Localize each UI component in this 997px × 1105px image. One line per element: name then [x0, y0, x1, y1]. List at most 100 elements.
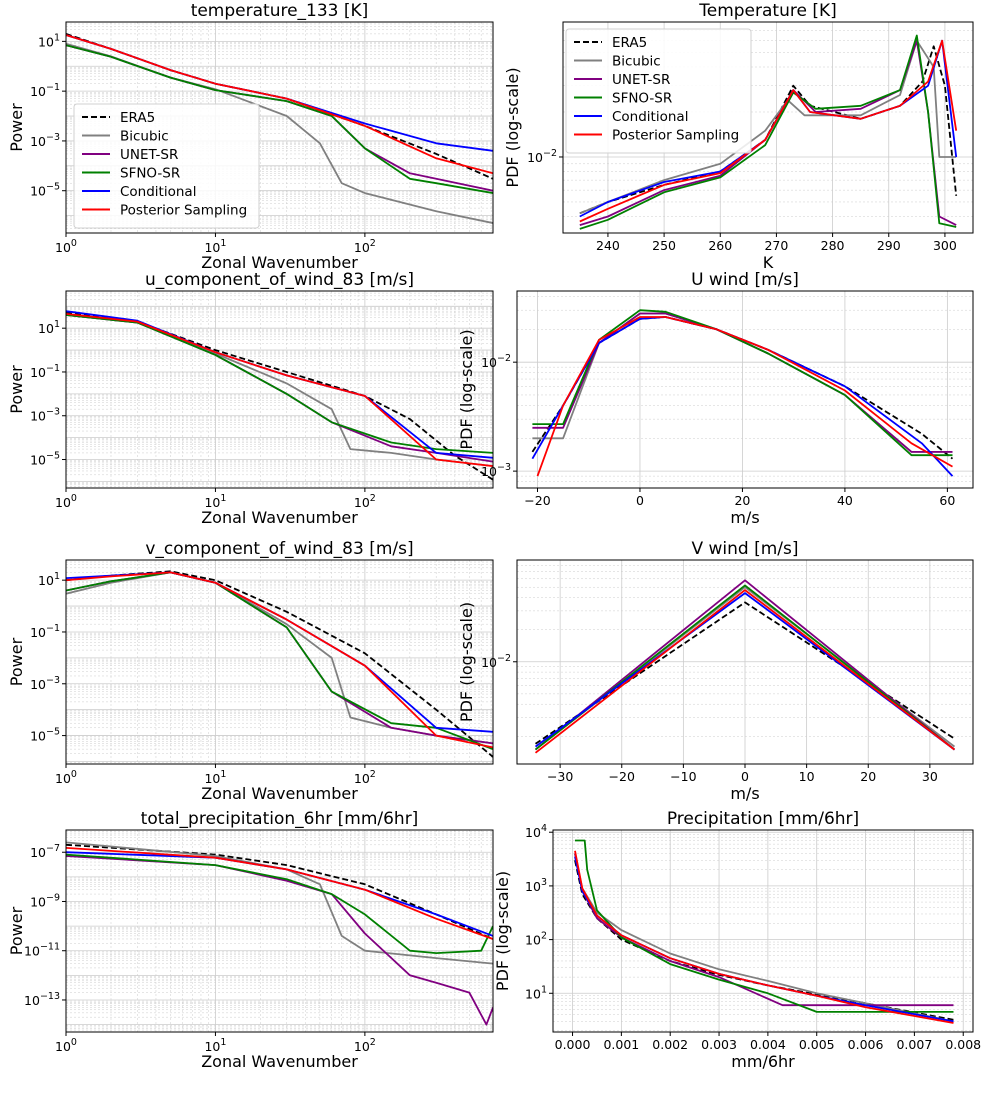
y-tick-label: 101	[38, 319, 60, 336]
x-axis-label: Zonal Wavenumber	[201, 508, 358, 527]
x-tick-label: 101	[204, 1037, 226, 1054]
x-axis-label: Zonal Wavenumber	[201, 1052, 358, 1071]
x-axis-label: Zonal Wavenumber	[201, 253, 358, 272]
x-tick-label: 60	[939, 493, 955, 508]
series-group	[534, 579, 956, 754]
legend-label: Conditional	[120, 184, 196, 200]
series-line-posterior-sampling	[66, 313, 493, 467]
x-tick-label: 260	[708, 238, 732, 253]
x-tick-label: 10	[799, 769, 815, 784]
series-line-sfno-sr	[532, 309, 953, 457]
x-axis-label: mm/6hr	[731, 1052, 795, 1071]
series-line-sfno-sr	[66, 571, 493, 750]
x-tick-label: 0	[741, 769, 749, 784]
legend-label: UNET-SR	[120, 147, 178, 163]
grid	[553, 830, 973, 1032]
chart-panel-2: 240 250 260 270 280 290 300 10−2 Temperature [K]…	[503, 1, 974, 272]
x-tick-label: 20	[860, 769, 876, 784]
chart-title: Precipitation [mm/6hr]	[667, 809, 859, 829]
series-line-posterior-sampling	[579, 39, 958, 223]
y-tick-label: 101	[38, 571, 60, 588]
y-axis-label: Power	[7, 103, 26, 152]
y-tick-label: 10−2	[527, 148, 557, 165]
series-group	[579, 34, 958, 230]
legend-label: Posterior Sampling	[120, 203, 247, 219]
x-axis-label: m/s	[730, 784, 759, 803]
series-line-unet-sr	[574, 853, 954, 1007]
series-line-posterior-sampling	[66, 571, 493, 749]
chart-panel-5: 100 101 102 101 10−1 10−3 10−5 v_component_of_w…	[7, 539, 494, 803]
series-group	[66, 841, 493, 1026]
legend-label: ERA5	[120, 110, 155, 126]
x-tick-label: 40	[837, 493, 853, 508]
x-tick-label: 100	[55, 493, 77, 510]
y-axis-label: Power	[7, 906, 26, 955]
x-tick-label: 290	[877, 238, 901, 253]
axes-frame	[65, 290, 494, 489]
y-tick-label: 10−1	[30, 623, 60, 640]
x-tick-label: 280	[821, 238, 845, 253]
chart-title: u_component_of_wind_83 [m/s]	[145, 270, 414, 290]
chart-title: temperature_133 [K]	[191, 1, 369, 21]
legend-label: Posterior Sampling	[612, 128, 739, 144]
y-axis-label: PDF (log-scale)	[457, 602, 476, 722]
series-line-sfno-sr	[66, 314, 493, 454]
y-axis-label: PDF (log-scale)	[457, 329, 476, 449]
series-line-unet-sr	[66, 855, 493, 1026]
chart-title: V wind [m/s]	[691, 539, 798, 559]
chart-panel-1: 100 101 102 101 10−1 10−3 10−5 temperature_133 …	[7, 1, 494, 272]
axes-frame	[65, 829, 494, 1033]
series-line-unet-sr	[534, 579, 956, 751]
legend-label: Bicubic	[612, 54, 661, 70]
series-line-sfno-sr	[579, 34, 957, 230]
chart-panel-7: 100 101 102 10−7 10−9 10−11 10−13 total_precipi…	[7, 809, 494, 1071]
x-tick-label: 0.004	[750, 1037, 786, 1052]
y-tick-label: 10−11	[24, 942, 60, 959]
x-tick-label: −10	[670, 769, 696, 784]
x-tick-label: 0.007	[896, 1037, 932, 1052]
series-group	[574, 839, 954, 1024]
x-axis-label: m/s	[730, 508, 759, 527]
series-line-posterior-sampling	[534, 589, 956, 754]
x-tick-label: 0.002	[652, 1037, 688, 1052]
y-tick-label: 10−3	[30, 675, 60, 692]
x-tick-label: 30	[922, 769, 938, 784]
grid	[65, 829, 493, 1033]
chart-title: Temperature [K]	[698, 1, 837, 21]
y-axis-label: PDF (log-scale)	[503, 67, 522, 187]
series-line-conditional	[66, 571, 493, 733]
chart-title: v_component_of_wind_83 [m/s]	[145, 539, 413, 559]
legend-label: Conditional	[612, 109, 688, 125]
series-line-posterior-sampling	[574, 850, 954, 1024]
chart-panel-3: 100 101 102 101 10−1 10−3 10−5 u_component_of_w…	[7, 270, 494, 527]
y-tick-label: 10−9	[30, 892, 60, 909]
legend: ERA5 Bicubic UNET-SR SFNO-SR Conditional Post…	[565, 28, 752, 154]
x-tick-label: 270	[764, 238, 788, 253]
x-tick-label: 102	[354, 769, 376, 786]
y-tick-label: 10−2	[481, 653, 511, 670]
x-tick-label: 100	[55, 769, 77, 786]
x-tick-label: 0.003	[701, 1037, 737, 1052]
series-line-posterior-sampling	[536, 316, 953, 477]
series-line-posterior-sampling	[66, 34, 493, 175]
legend-label: SFNO-SR	[120, 166, 180, 182]
x-tick-label: 20	[734, 493, 750, 508]
y-tick-label: 101	[525, 984, 547, 1001]
series-group	[66, 570, 493, 758]
x-tick-label: 0.006	[848, 1037, 884, 1052]
series-line-sfno-sr	[66, 44, 493, 194]
y-tick-label: 10−5	[30, 451, 60, 468]
y-axis-label: PDF (log-scale)	[493, 871, 512, 991]
axes-frame	[65, 559, 494, 765]
legend-label: UNET-SR	[612, 72, 670, 88]
legend-label: ERA5	[612, 35, 647, 51]
axes-frame	[562, 21, 974, 234]
x-tick-label: 102	[354, 238, 376, 255]
x-tick-label: 100	[55, 238, 77, 255]
axes-frame	[552, 829, 974, 1033]
y-axis-label: Power	[7, 365, 26, 414]
series-group	[531, 309, 954, 477]
series-line-sfno-sr	[66, 853, 493, 954]
x-tick-label: 102	[354, 493, 376, 510]
x-tick-label: 0.000	[555, 1037, 591, 1052]
